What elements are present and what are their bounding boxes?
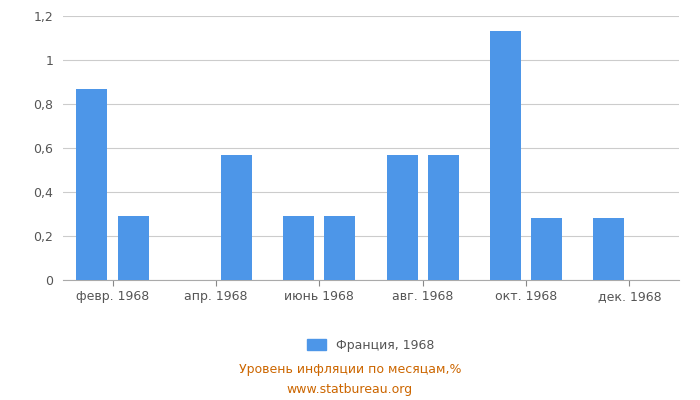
Bar [531, 218, 562, 280]
Bar [221, 154, 252, 280]
Text: Уровень инфляции по месяцам,%: Уровень инфляции по месяцам,% [239, 364, 461, 376]
Bar [283, 216, 314, 280]
Text: www.statbureau.org: www.statbureau.org [287, 384, 413, 396]
Bar [490, 32, 521, 280]
Bar [76, 88, 107, 280]
Bar [386, 154, 417, 280]
Bar [118, 216, 149, 280]
Bar [428, 154, 459, 280]
Bar [325, 216, 356, 280]
Bar [593, 218, 624, 280]
Legend: Франция, 1968: Франция, 1968 [302, 334, 440, 357]
